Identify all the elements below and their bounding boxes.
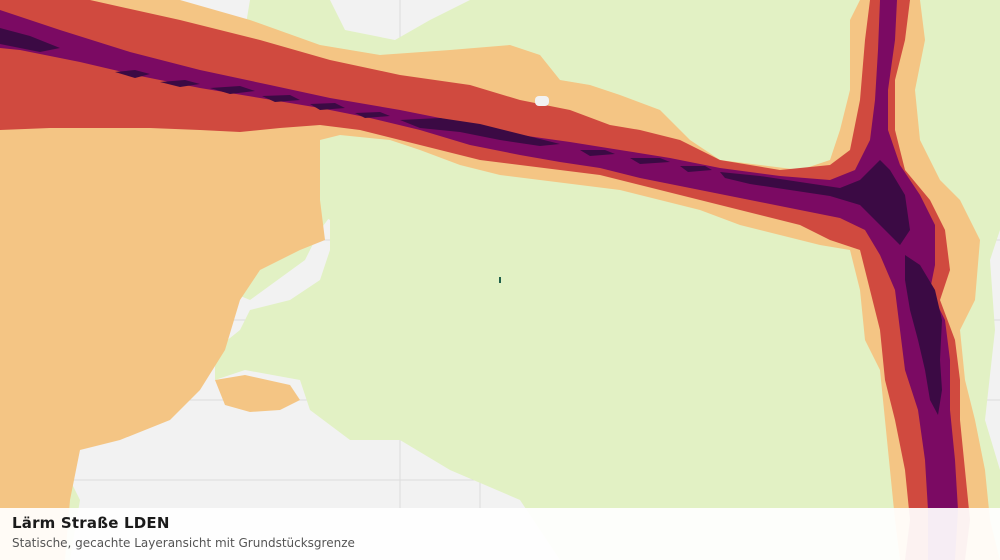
location-marker	[499, 277, 501, 283]
layer-info-panel: Lärm Straße LDEN Statische, gecachte Lay…	[0, 508, 1000, 560]
water-speck	[535, 96, 549, 106]
noise-band-dark	[0, 28, 942, 415]
noise-band-purple	[0, 0, 958, 560]
layer-subtitle: Statische, gecachte Layeransicht mit Gru…	[12, 536, 355, 550]
layer-title: Lärm Straße LDEN	[12, 514, 170, 532]
